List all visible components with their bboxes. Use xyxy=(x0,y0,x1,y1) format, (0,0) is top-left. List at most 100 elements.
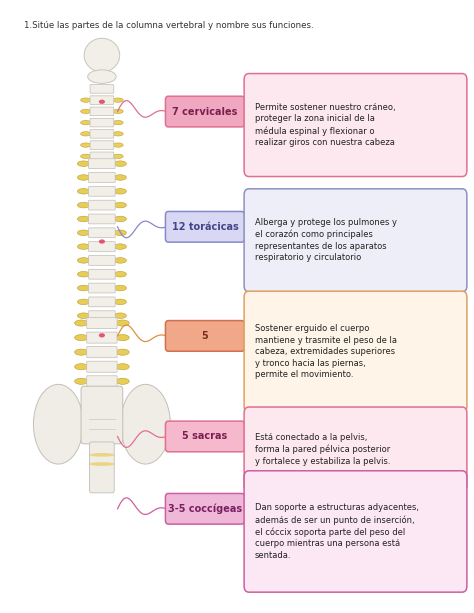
FancyBboxPatch shape xyxy=(87,361,117,372)
Ellipse shape xyxy=(116,335,129,341)
FancyBboxPatch shape xyxy=(90,107,114,116)
FancyBboxPatch shape xyxy=(244,291,467,413)
Ellipse shape xyxy=(113,109,123,113)
FancyBboxPatch shape xyxy=(244,407,467,492)
Text: Está conectado a la pelvis,
forma la pared pélvica posterior
y fortalece y estab: Está conectado a la pelvis, forma la par… xyxy=(255,433,390,466)
FancyBboxPatch shape xyxy=(165,421,245,452)
FancyBboxPatch shape xyxy=(165,96,245,127)
Ellipse shape xyxy=(113,143,123,147)
Ellipse shape xyxy=(114,230,127,235)
FancyBboxPatch shape xyxy=(87,347,117,358)
FancyBboxPatch shape xyxy=(90,141,114,150)
Text: Permite sostener nuestro cráneo,
proteger la zona inicial de la
médula espinal y: Permite sostener nuestro cráneo, protege… xyxy=(255,103,395,147)
Ellipse shape xyxy=(77,202,90,208)
Ellipse shape xyxy=(88,70,116,83)
Text: 12 torácicas: 12 torácicas xyxy=(172,222,238,232)
Ellipse shape xyxy=(77,189,90,194)
FancyBboxPatch shape xyxy=(81,386,123,444)
FancyBboxPatch shape xyxy=(87,332,117,343)
Ellipse shape xyxy=(81,109,91,113)
Ellipse shape xyxy=(74,364,88,370)
Ellipse shape xyxy=(114,257,127,263)
Text: 7 cervicales: 7 cervicales xyxy=(173,107,237,116)
Ellipse shape xyxy=(77,257,90,263)
FancyBboxPatch shape xyxy=(89,228,115,238)
FancyBboxPatch shape xyxy=(90,442,114,493)
FancyBboxPatch shape xyxy=(89,186,115,196)
FancyBboxPatch shape xyxy=(89,159,115,169)
Ellipse shape xyxy=(81,132,91,136)
Ellipse shape xyxy=(114,299,127,305)
FancyBboxPatch shape xyxy=(89,200,115,210)
Ellipse shape xyxy=(116,364,129,370)
FancyBboxPatch shape xyxy=(89,283,115,293)
FancyBboxPatch shape xyxy=(165,211,245,242)
Ellipse shape xyxy=(77,313,90,319)
Ellipse shape xyxy=(114,161,127,166)
Ellipse shape xyxy=(114,216,127,222)
FancyBboxPatch shape xyxy=(165,493,245,524)
Ellipse shape xyxy=(77,244,90,249)
Ellipse shape xyxy=(81,154,91,158)
Text: 1.Sitúe las partes de la columna vertebral y nombre sus funciones.: 1.Sitúe las partes de la columna vertebr… xyxy=(24,21,313,31)
Text: 5 sacras: 5 sacras xyxy=(182,432,228,441)
FancyBboxPatch shape xyxy=(90,96,114,104)
Ellipse shape xyxy=(77,299,90,305)
FancyBboxPatch shape xyxy=(89,173,115,183)
Ellipse shape xyxy=(84,38,119,72)
FancyBboxPatch shape xyxy=(244,189,467,292)
Ellipse shape xyxy=(81,98,91,102)
Ellipse shape xyxy=(113,98,123,102)
Ellipse shape xyxy=(116,320,129,326)
Ellipse shape xyxy=(77,272,90,277)
Ellipse shape xyxy=(77,216,90,222)
Ellipse shape xyxy=(114,202,127,208)
FancyBboxPatch shape xyxy=(89,311,115,321)
Ellipse shape xyxy=(114,189,127,194)
FancyBboxPatch shape xyxy=(89,256,115,265)
FancyBboxPatch shape xyxy=(90,85,114,93)
Text: Dan soporte a estructuras adyacentes,
además de ser un punto de inserción,
el có: Dan soporte a estructuras adyacentes, ad… xyxy=(255,503,419,560)
Ellipse shape xyxy=(120,384,170,464)
Ellipse shape xyxy=(89,453,115,457)
FancyBboxPatch shape xyxy=(165,321,245,351)
Ellipse shape xyxy=(116,349,129,355)
FancyBboxPatch shape xyxy=(87,376,117,387)
Ellipse shape xyxy=(114,244,127,249)
Ellipse shape xyxy=(74,335,88,341)
Ellipse shape xyxy=(99,100,105,104)
Ellipse shape xyxy=(74,320,88,326)
Ellipse shape xyxy=(77,175,90,180)
FancyBboxPatch shape xyxy=(89,242,115,251)
Ellipse shape xyxy=(114,285,127,291)
Ellipse shape xyxy=(74,349,88,355)
FancyBboxPatch shape xyxy=(244,74,467,177)
Text: Alberga y protege los pulmones y
el corazón como principales
representantes de l: Alberga y protege los pulmones y el cora… xyxy=(255,218,397,262)
FancyBboxPatch shape xyxy=(90,152,114,161)
Ellipse shape xyxy=(81,120,91,124)
Ellipse shape xyxy=(77,161,90,166)
FancyBboxPatch shape xyxy=(89,269,115,279)
Ellipse shape xyxy=(113,120,123,124)
Ellipse shape xyxy=(99,239,105,243)
Ellipse shape xyxy=(33,384,83,464)
FancyBboxPatch shape xyxy=(244,471,467,592)
Ellipse shape xyxy=(114,313,127,319)
FancyBboxPatch shape xyxy=(90,118,114,127)
Ellipse shape xyxy=(99,333,105,337)
Ellipse shape xyxy=(113,132,123,136)
FancyBboxPatch shape xyxy=(90,129,114,138)
Ellipse shape xyxy=(74,378,88,384)
Ellipse shape xyxy=(77,230,90,235)
Ellipse shape xyxy=(89,462,115,466)
FancyBboxPatch shape xyxy=(89,214,115,224)
Ellipse shape xyxy=(116,378,129,384)
Ellipse shape xyxy=(114,272,127,277)
Ellipse shape xyxy=(113,154,123,158)
Ellipse shape xyxy=(114,175,127,180)
Text: 5: 5 xyxy=(201,331,209,341)
FancyBboxPatch shape xyxy=(87,318,117,329)
Text: 3-5 coccígeas: 3-5 coccígeas xyxy=(168,503,242,514)
FancyBboxPatch shape xyxy=(89,297,115,306)
Text: Sostener erguido el cuerpo
mantiene y trasmite el peso de la
cabeza, extremidade: Sostener erguido el cuerpo mantiene y tr… xyxy=(255,324,397,379)
